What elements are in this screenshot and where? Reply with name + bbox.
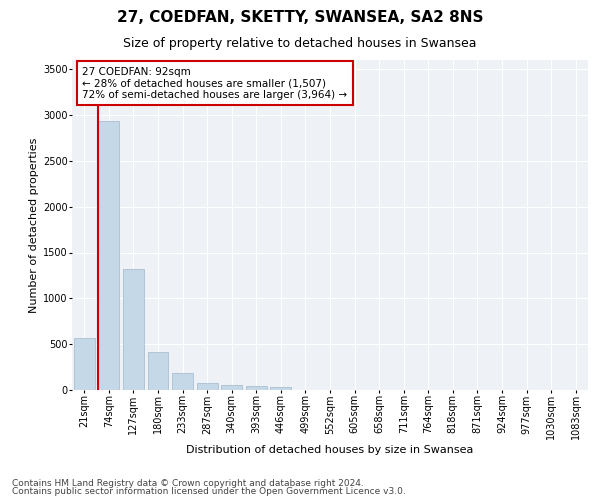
- X-axis label: Distribution of detached houses by size in Swansea: Distribution of detached houses by size …: [187, 445, 473, 455]
- Bar: [123, 269, 144, 390]
- Bar: [172, 373, 193, 390]
- Bar: [98, 120, 119, 390]
- Bar: [246, 386, 267, 390]
- Bar: [74, 338, 95, 390]
- Bar: [271, 387, 292, 390]
- Bar: [221, 386, 242, 390]
- Text: Contains HM Land Registry data © Crown copyright and database right 2024.: Contains HM Land Registry data © Crown c…: [12, 478, 364, 488]
- Text: Contains public sector information licensed under the Open Government Licence v3: Contains public sector information licen…: [12, 487, 406, 496]
- Text: 27, COEDFAN, SKETTY, SWANSEA, SA2 8NS: 27, COEDFAN, SKETTY, SWANSEA, SA2 8NS: [117, 10, 483, 25]
- Bar: [148, 352, 169, 390]
- Y-axis label: Number of detached properties: Number of detached properties: [29, 138, 39, 312]
- Text: Size of property relative to detached houses in Swansea: Size of property relative to detached ho…: [123, 38, 477, 51]
- Text: 27 COEDFAN: 92sqm
← 28% of detached houses are smaller (1,507)
72% of semi-detac: 27 COEDFAN: 92sqm ← 28% of detached hous…: [82, 66, 347, 100]
- Bar: [197, 382, 218, 390]
